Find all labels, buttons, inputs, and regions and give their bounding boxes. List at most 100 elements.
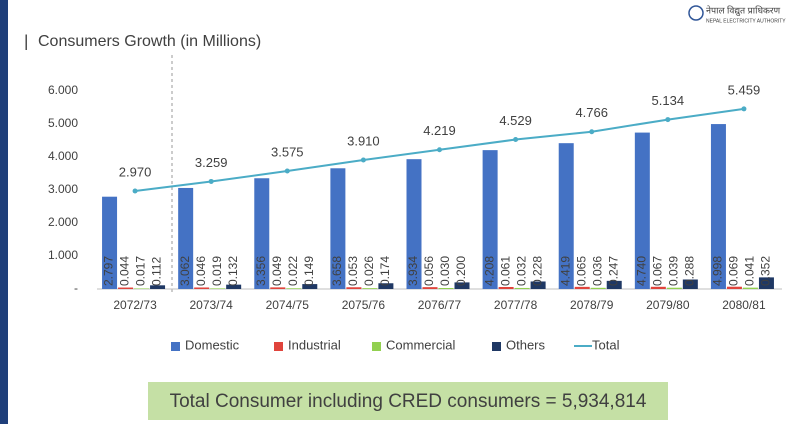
title-marker: |: [24, 31, 28, 50]
line-marker: [360, 157, 366, 163]
value-label: 0.022: [286, 256, 300, 286]
x-tick-label: 2080/81: [722, 298, 766, 312]
bar: [378, 283, 394, 289]
bar: [758, 277, 774, 289]
bar: [634, 132, 650, 289]
value-label: 0.247: [606, 256, 620, 286]
value-label: 0.200: [454, 256, 468, 286]
bar: [102, 196, 118, 289]
bar: [726, 286, 742, 289]
x-tick-label: 2072/73: [113, 298, 157, 312]
value-label: 4.766: [575, 105, 608, 120]
bar: [270, 287, 286, 289]
value-label: 4.529: [499, 113, 532, 128]
value-label: 0.288: [683, 256, 697, 286]
x-tick-label: 2075/76: [342, 298, 386, 312]
value-label: 0.032: [514, 256, 528, 286]
value-label: 0.174: [378, 256, 392, 286]
x-tick-label: 2078/79: [570, 298, 614, 312]
x-tick-label: 2074/75: [266, 298, 310, 312]
value-label: 5.459: [728, 82, 761, 97]
x-tick-label: 2073/74: [189, 298, 233, 312]
legend-swatch: [492, 342, 501, 351]
value-label: 0.352: [759, 256, 773, 286]
value-label: 3.575: [271, 144, 304, 159]
value-label: 0.228: [530, 256, 544, 286]
value-label: 0.065: [574, 256, 588, 286]
bar: [666, 287, 682, 289]
value-label: 0.132: [226, 256, 240, 286]
legend-label: Total: [592, 337, 620, 352]
value-label: 3.910: [347, 133, 380, 148]
bar: [650, 286, 666, 289]
line-marker: [284, 168, 290, 174]
value-label: 0.056: [422, 256, 436, 286]
value-label: 0.030: [438, 256, 452, 286]
bar: [574, 286, 590, 289]
legend-label: Commercial: [386, 337, 455, 352]
x-tick-label: 2076/77: [418, 298, 462, 312]
bar: [454, 282, 470, 289]
line-marker: [741, 106, 747, 112]
bar: [330, 168, 346, 289]
bar: [682, 279, 698, 289]
value-label: 0.041: [743, 256, 757, 286]
side-bar: [0, 0, 8, 424]
y-tick-label: 3.000: [48, 182, 78, 196]
value-label: 0.019: [210, 256, 224, 286]
line-marker: [437, 147, 442, 153]
bar: [226, 284, 242, 289]
bar: [302, 284, 318, 289]
value-label: 3.658: [330, 256, 344, 286]
value-label: 0.149: [302, 256, 316, 286]
value-label: 0.049: [270, 256, 284, 286]
bar: [134, 288, 150, 289]
bar: [558, 143, 574, 289]
logo-subtext: NEPAL ELECTRICITY AUTHORITY: [706, 18, 786, 24]
bar: [118, 287, 134, 289]
value-label: 3.934: [406, 256, 420, 286]
bar: [498, 286, 514, 289]
y-tick-label: -: [74, 281, 78, 295]
logo-text: नेपाल विद्युत प्राधिकरण: [706, 4, 781, 16]
value-label: 0.067: [651, 256, 665, 286]
value-label: 4.998: [711, 256, 725, 286]
bar: [178, 187, 194, 289]
bar: [194, 287, 210, 289]
bar: [590, 287, 606, 289]
value-label: 0.069: [727, 256, 741, 286]
line-marker: [132, 188, 138, 194]
legend-swatch: [274, 342, 283, 351]
y-tick-label: 5.000: [48, 116, 78, 130]
bar: [346, 287, 362, 289]
value-label: 3.062: [178, 256, 192, 286]
legend-swatch: [372, 342, 381, 351]
value-label: 0.036: [590, 256, 604, 286]
value-label: 5.134: [652, 93, 685, 108]
line-marker: [665, 117, 671, 123]
bar: [514, 287, 530, 289]
bar: [210, 288, 226, 289]
value-label: 0.017: [134, 256, 148, 286]
y-tick-label: 6.000: [48, 83, 78, 97]
value-label: 2.970: [119, 164, 152, 179]
line-marker: [208, 178, 214, 184]
value-label: 0.061: [498, 256, 512, 286]
x-tick-label: 2077/78: [494, 298, 538, 312]
line-marker: [589, 129, 595, 135]
y-tick-label: 4.000: [48, 149, 78, 163]
value-label: 4.208: [482, 256, 496, 286]
footer-box: [148, 382, 668, 420]
x-tick-label: 2079/80: [646, 298, 690, 312]
bar: [362, 288, 378, 289]
value-label: 3.259: [195, 155, 228, 170]
bar: [406, 159, 422, 289]
value-label: 0.044: [118, 256, 132, 286]
value-label: 0.039: [667, 256, 681, 286]
chart-title: Consumers Growth (in Millions): [38, 33, 261, 50]
value-label: 0.053: [346, 256, 360, 286]
legend-label: Domestic: [185, 337, 240, 352]
legend-swatch: [171, 342, 180, 351]
y-tick-label: 2.000: [48, 215, 78, 229]
